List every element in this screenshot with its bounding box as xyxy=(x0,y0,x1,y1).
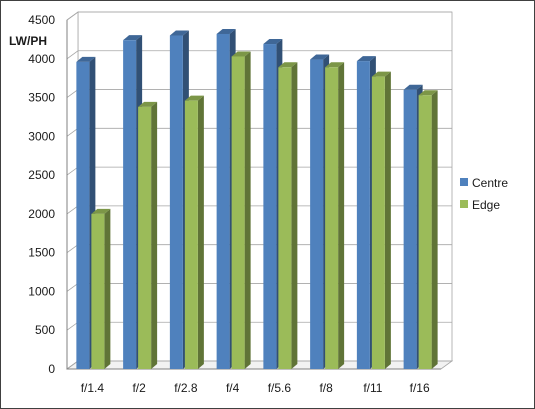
bar-edge xyxy=(231,51,251,369)
gridline xyxy=(66,11,452,21)
bar-edge xyxy=(278,62,298,369)
x-tick-label: f/8 xyxy=(319,381,333,395)
x-tick-label: f/5.6 xyxy=(268,381,292,395)
bar-edge xyxy=(325,62,345,369)
bars xyxy=(76,28,438,370)
bar-edge xyxy=(184,95,204,369)
x-tick-label: f/4 xyxy=(226,381,240,395)
legend-swatch-edge xyxy=(460,200,468,208)
legend-label-edge: Edge xyxy=(472,198,500,212)
x-tick-label: f/2 xyxy=(132,381,146,395)
legend-label-centre: Centre xyxy=(472,176,508,190)
y-tick-label: 4000 xyxy=(28,52,55,66)
gridline xyxy=(66,50,452,60)
side-wall xyxy=(66,11,79,370)
y-tick-label: 1000 xyxy=(28,284,55,298)
x-tick-label: f/1.4 xyxy=(81,381,105,395)
y-axis-label: LW/PH xyxy=(9,34,47,48)
y-tick-label: 3500 xyxy=(28,91,55,105)
y-tick-label: 1500 xyxy=(28,246,55,260)
x-tick-label: f/16 xyxy=(410,381,430,395)
x-axis-ticks: f/1.4 f/2 f/2.8 f/4 f/5.6 f/8 f/11 f/16 xyxy=(81,381,430,395)
y-tick-label: 4500 xyxy=(28,13,55,27)
x-tick-label: f/2.8 xyxy=(174,381,198,395)
y-tick-label: 500 xyxy=(35,323,55,337)
y-tick-label: 3000 xyxy=(28,129,55,143)
x-tick-label: f/11 xyxy=(363,381,382,395)
legend-swatch-centre xyxy=(460,178,468,186)
legend: Centre Edge xyxy=(460,176,508,212)
bar-edge xyxy=(91,208,111,369)
bar-edge xyxy=(138,101,158,370)
bar-edge xyxy=(371,71,391,370)
y-tick-label: 2000 xyxy=(28,207,55,221)
y-tick-label: 2500 xyxy=(28,168,55,182)
bar-edge xyxy=(418,90,438,370)
y-axis-ticks: 0 500 1000 1500 2000 2500 3000 3500 4000 4500 xyxy=(28,13,55,376)
y-tick-label: 0 xyxy=(48,362,55,376)
